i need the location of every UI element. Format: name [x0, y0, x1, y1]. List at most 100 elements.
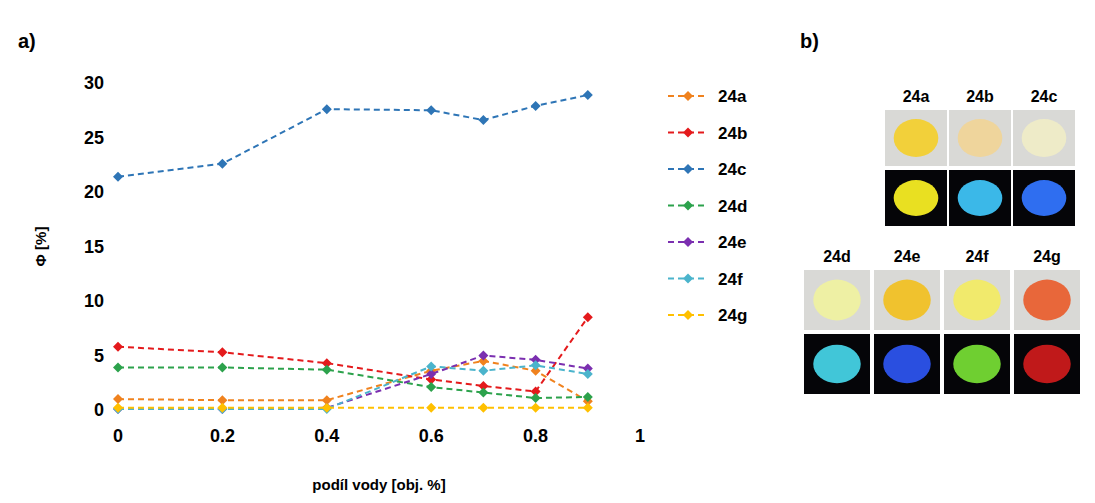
uv-photo — [949, 170, 1011, 226]
series-line — [118, 95, 588, 177]
legend-marker — [683, 201, 693, 211]
powder-daylight — [1023, 280, 1071, 321]
series-marker — [583, 369, 593, 379]
uv-photo — [874, 334, 940, 394]
series-marker — [478, 366, 488, 376]
series-marker — [531, 101, 541, 111]
sample-label: 24d — [823, 248, 851, 265]
powder-uv — [894, 180, 939, 216]
y-tick — [114, 301, 118, 302]
y-axis-title: Φ [%] — [32, 227, 49, 267]
legend-marker — [683, 274, 693, 284]
series-marker — [426, 105, 436, 115]
series-marker — [531, 360, 541, 370]
series-marker — [322, 365, 332, 375]
legend-label: 24c — [718, 160, 746, 179]
legend-marker — [683, 237, 693, 247]
series-marker — [322, 403, 332, 413]
sample-label: 24a — [903, 88, 930, 105]
powder-daylight — [1022, 119, 1067, 157]
series-marker — [531, 393, 541, 403]
legend-label: 24d — [718, 197, 747, 216]
series-marker — [478, 115, 488, 125]
powder-uv — [1022, 180, 1067, 216]
x-tick-label: 0.8 — [523, 426, 548, 446]
legend-marker — [683, 164, 693, 174]
y-tick — [114, 246, 118, 247]
series-line — [118, 367, 588, 398]
series-marker — [217, 347, 227, 357]
sample-label: 24c — [1031, 88, 1058, 105]
daylight-photo — [949, 110, 1011, 166]
figure: a)05101520253000.20.40.60.81podíl vody [… — [0, 0, 1095, 503]
y-tick-label: 0 — [94, 400, 104, 420]
series-marker — [478, 388, 488, 398]
powder-uv — [813, 345, 861, 383]
series-marker — [113, 394, 123, 404]
y-tick-label: 20 — [84, 182, 104, 202]
legend-label: 24e — [718, 233, 746, 252]
y-tick-label: 5 — [94, 346, 104, 366]
daylight-photo — [885, 110, 947, 166]
series-marker — [426, 361, 436, 371]
legend-marker — [683, 91, 693, 101]
series-marker — [113, 172, 123, 182]
legend-label: 24b — [718, 124, 747, 143]
y-tick — [114, 83, 118, 84]
daylight-photo — [944, 270, 1010, 330]
series-line — [118, 407, 588, 409]
y-tick — [114, 137, 118, 138]
series-line — [118, 365, 588, 409]
powder-daylight — [813, 280, 861, 321]
daylight-photo — [1013, 110, 1075, 166]
powder-uv — [958, 180, 1003, 216]
powder-uv — [953, 345, 1001, 383]
sample-label: 24g — [1033, 248, 1061, 265]
y-tick-label: 25 — [84, 128, 104, 148]
series-marker — [322, 104, 332, 114]
series-line — [118, 317, 588, 391]
series-marker — [583, 312, 593, 322]
series-marker — [217, 159, 227, 169]
powder-daylight — [894, 119, 939, 157]
y-tick-label: 10 — [84, 291, 104, 311]
x-tick-label: 0.4 — [314, 426, 339, 446]
plot-area — [113, 90, 593, 414]
uv-photo — [944, 334, 1010, 394]
legend-marker — [683, 128, 693, 138]
powder-uv — [1023, 345, 1071, 383]
uv-photo — [1013, 170, 1075, 226]
x-tick-label: 0.6 — [419, 426, 444, 446]
daylight-photo — [874, 270, 940, 330]
x-tick-label: 0.2 — [210, 426, 235, 446]
panel-label: a) — [18, 30, 36, 52]
x-tick-label: 1 — [635, 426, 645, 446]
series-marker — [426, 403, 436, 413]
powder-daylight — [953, 280, 1001, 321]
panel-label: b) — [800, 30, 819, 52]
series-marker — [426, 382, 436, 392]
series-marker — [113, 362, 123, 372]
series-marker — [478, 403, 488, 413]
x-axis-title: podíl vody [obj. %] — [312, 476, 445, 493]
powder-uv — [883, 345, 931, 383]
series-marker — [531, 403, 541, 413]
series-line — [118, 356, 588, 409]
series-marker — [478, 351, 488, 361]
x-tick-label: 0 — [113, 426, 123, 446]
series-marker — [217, 362, 227, 372]
series-marker — [113, 342, 123, 352]
y-tick-label: 30 — [84, 73, 104, 93]
uv-photo — [1014, 334, 1080, 394]
series-marker — [583, 392, 593, 402]
daylight-photo — [1014, 270, 1080, 330]
series-marker — [583, 90, 593, 100]
uv-photo — [885, 170, 947, 226]
sample-label: 24f — [965, 248, 989, 265]
series-marker — [217, 403, 227, 413]
sample-label: 24b — [966, 88, 994, 105]
powder-daylight — [958, 119, 1003, 157]
legend-marker — [683, 310, 693, 320]
powder-daylight — [883, 280, 931, 321]
legend-label: 24g — [718, 306, 747, 325]
